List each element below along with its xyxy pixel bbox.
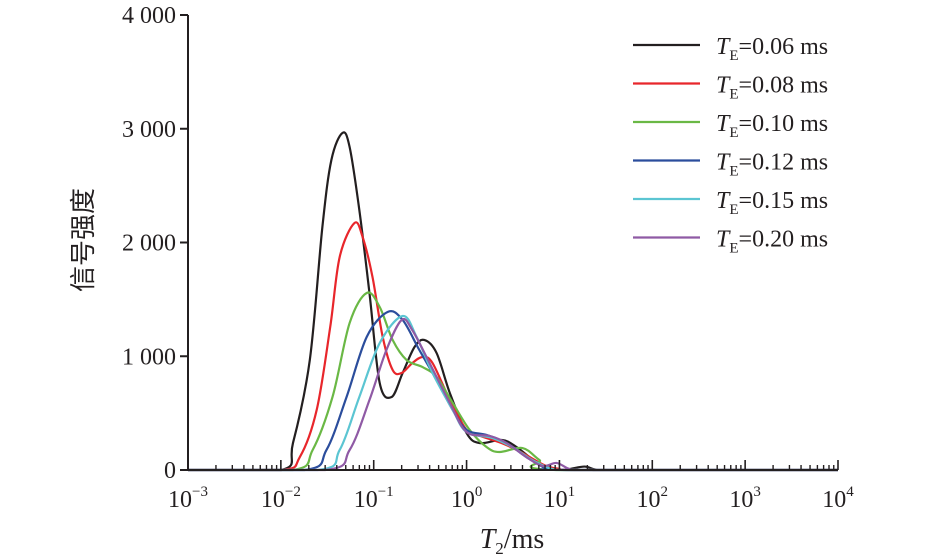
x-tick-label: 101 — [544, 484, 576, 513]
x-tick-label: 102 — [637, 484, 669, 513]
y-axis-label: 信号强度 — [69, 188, 98, 292]
y-tick-label: 2 000 — [122, 231, 176, 257]
y-tick-label: 0 — [164, 458, 176, 484]
series-line-0 — [188, 131, 838, 472]
legend: TE=0.06 ms TE=0.08 ms TE=0.10 ms TE=0.12 ms… — [633, 34, 828, 257]
x-tick-label: 10−1 — [354, 484, 394, 513]
y-tick-label: 1 000 — [122, 344, 176, 370]
series-line-5 — [188, 318, 838, 472]
series-line-2 — [188, 291, 838, 472]
axes: 0 1 000 2 000 3 000 4 000 10−3 10−2 10−1 100 101 1… — [122, 3, 854, 513]
series-layer — [188, 131, 838, 472]
x-tick-label: 10−3 — [168, 484, 208, 513]
x-tick-label: 10−2 — [261, 484, 301, 513]
legend-label-4: TE=0.15 ms — [716, 188, 828, 218]
x-tick-label: 100 — [451, 484, 483, 513]
x-axis-label: T2/ms — [480, 524, 545, 558]
x-tick-label: 104 — [822, 484, 854, 513]
legend-label-3: TE=0.12 ms — [716, 150, 828, 180]
series-line-1 — [188, 221, 838, 472]
y-tick-label: 4 000 — [122, 3, 176, 29]
legend-label-5: TE=0.20 ms — [716, 227, 828, 257]
legend-label-0: TE=0.06 ms — [716, 34, 828, 64]
y-tick-label: 3 000 — [122, 117, 176, 143]
legend-label-2: TE=0.10 ms — [716, 111, 828, 141]
x-tick-label: 103 — [729, 484, 761, 513]
legend-label-1: TE=0.08 ms — [716, 73, 828, 103]
